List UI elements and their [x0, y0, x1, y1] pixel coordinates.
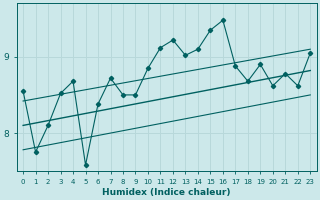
X-axis label: Humidex (Indice chaleur): Humidex (Indice chaleur) — [102, 188, 231, 197]
